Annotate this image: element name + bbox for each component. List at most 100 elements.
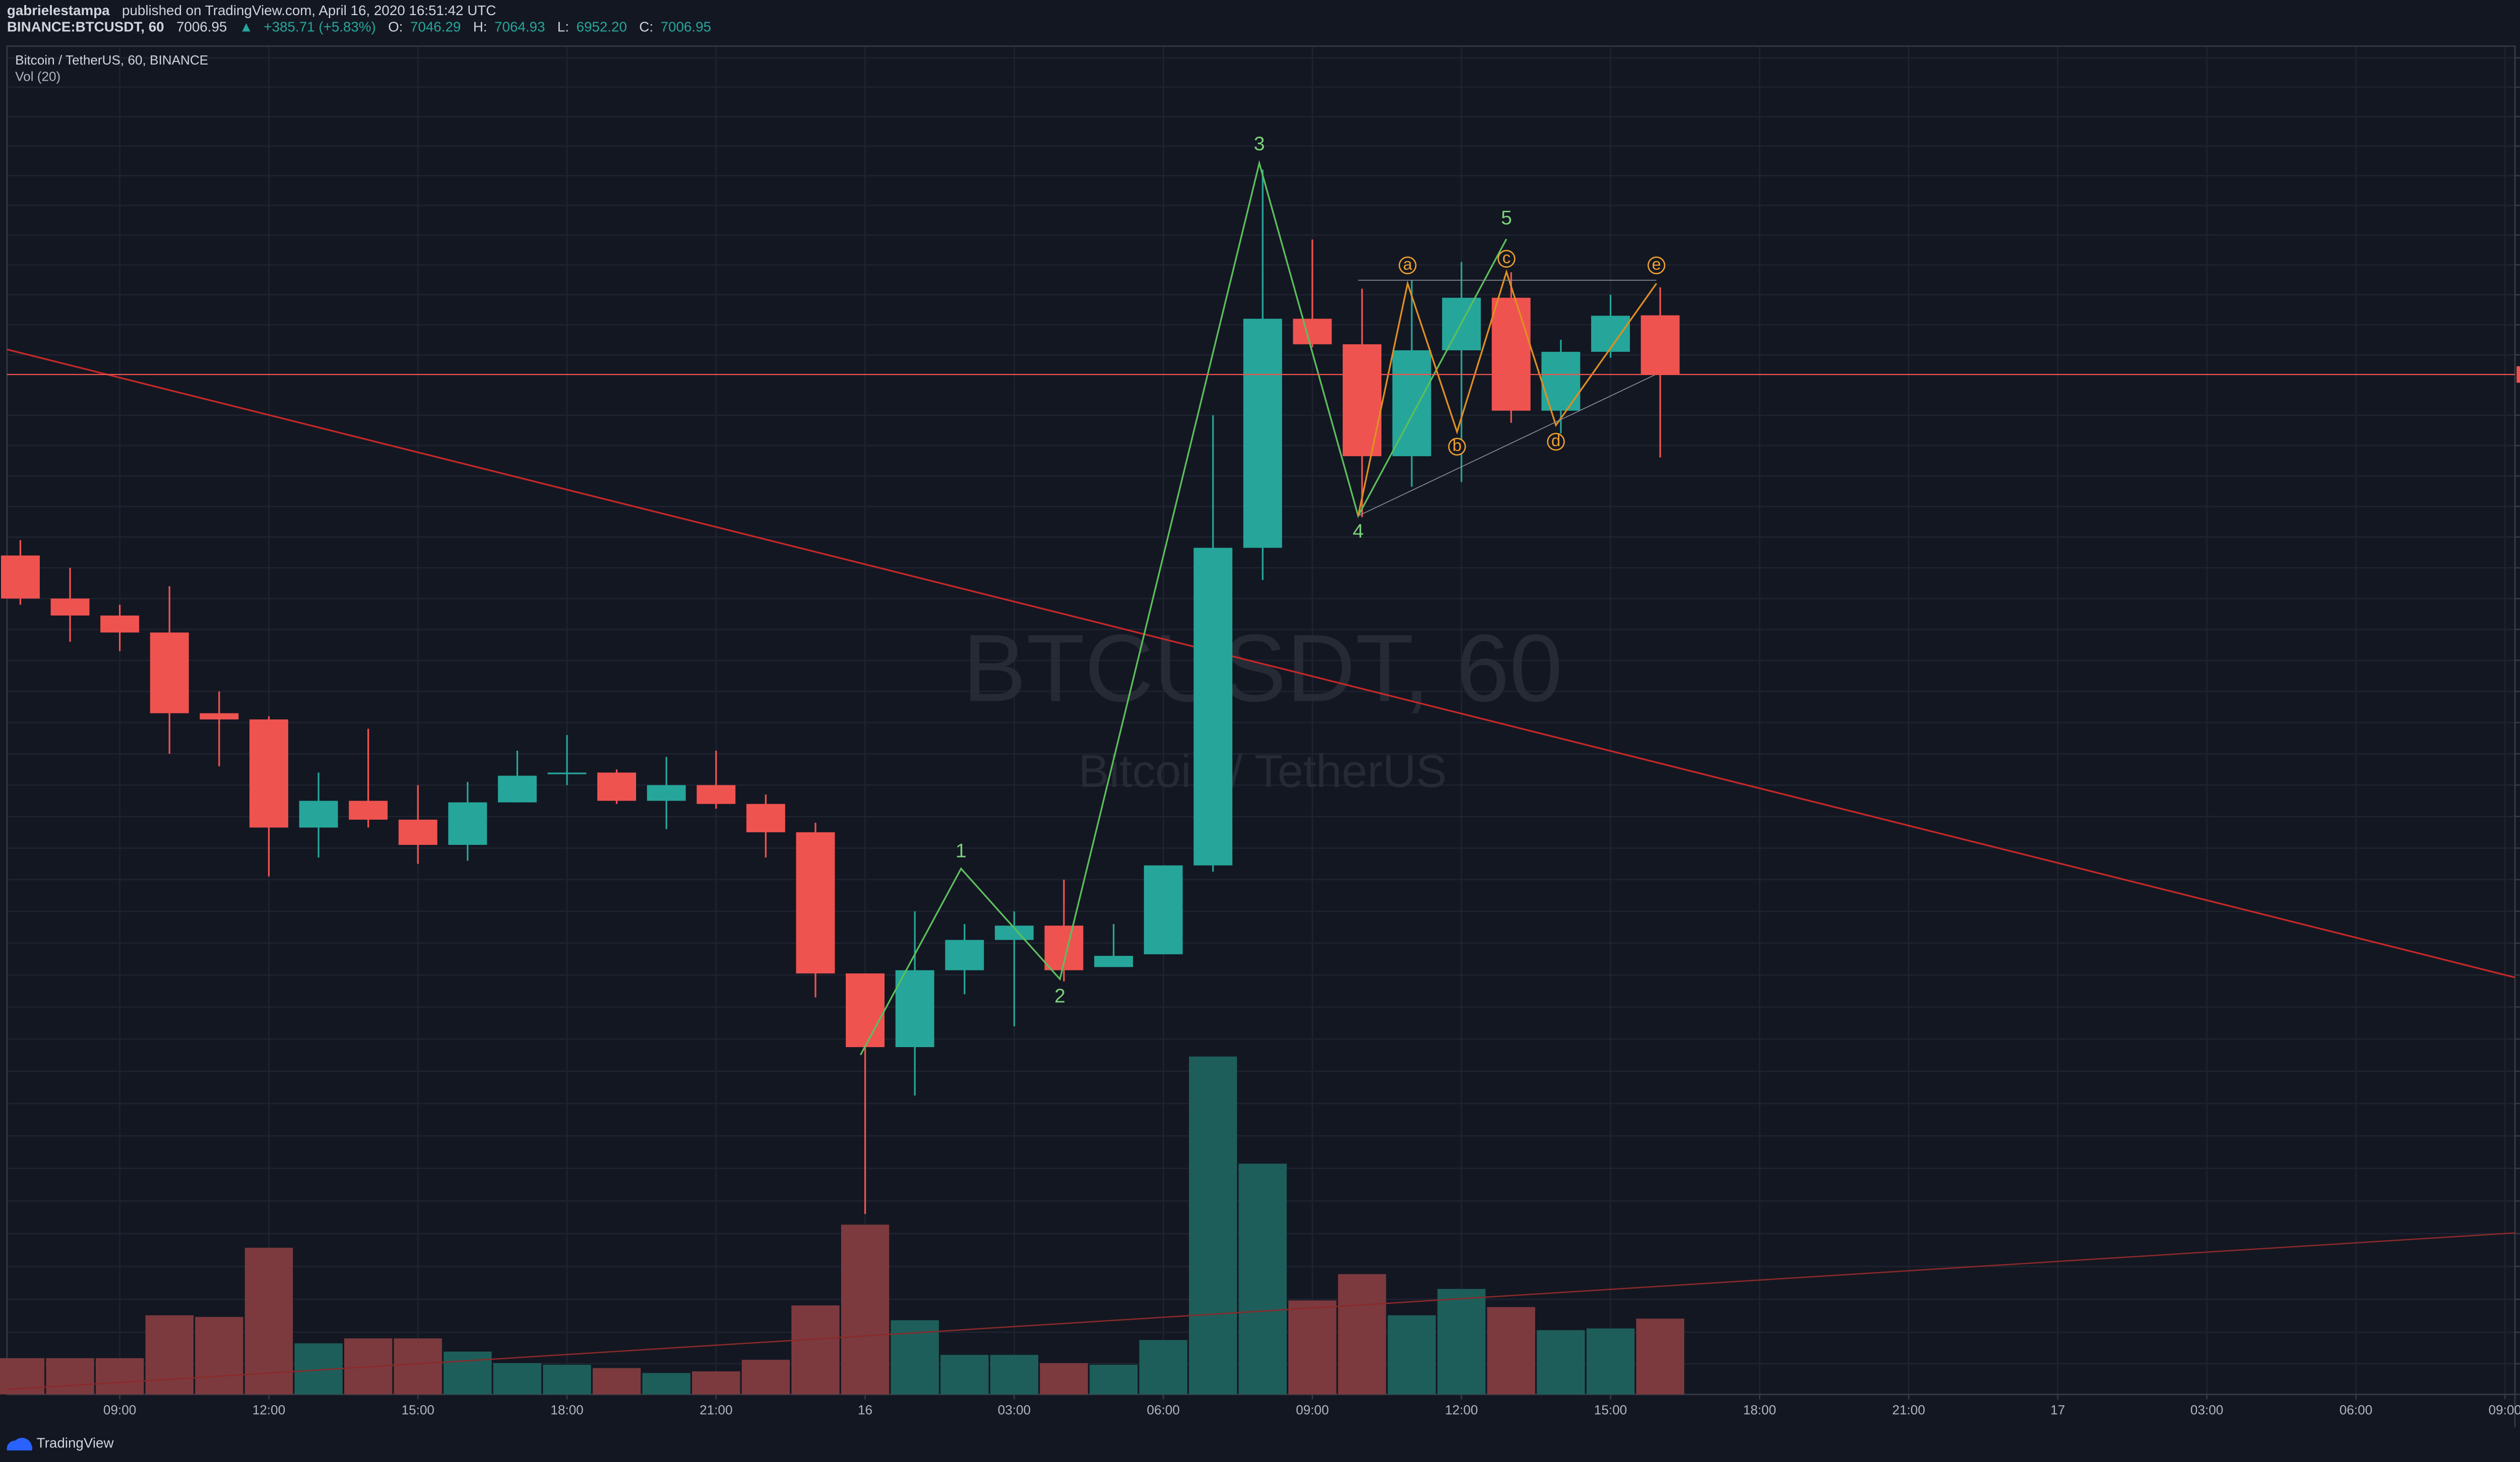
x-tick-label: 16 (858, 1403, 872, 1418)
candle-body (1641, 315, 1680, 375)
label-ring (1448, 438, 1466, 456)
volume-bar (1288, 1300, 1337, 1394)
candle-body (398, 819, 437, 845)
change: +385.71 (+5.83%) (264, 19, 375, 35)
volume-bar (1636, 1318, 1684, 1394)
candle-body (1243, 319, 1282, 548)
symbol: BINANCE:BTCUSDT, 60 (7, 19, 164, 35)
brand-logo (7, 1438, 33, 1451)
volume-bar (592, 1368, 641, 1394)
candle-body (1541, 351, 1581, 411)
watermark: BTCUSDT, 60 (963, 615, 1563, 722)
label-ring (1647, 256, 1666, 275)
footer-brand: TradingView (37, 1435, 114, 1450)
candle-body (497, 775, 537, 803)
volume-bar (1238, 1164, 1287, 1394)
o-value: 7046.29 (410, 19, 461, 35)
volume-bar (1388, 1315, 1436, 1394)
candle-body (1, 555, 40, 599)
x-tick-label: 18:00 (550, 1403, 583, 1418)
x-tick-label: 21:00 (700, 1403, 732, 1418)
h-value: 7064.93 (494, 19, 545, 35)
wave-label: 4 (1353, 520, 1364, 542)
candle-body (200, 713, 239, 720)
symbol-line: BINANCE:BTCUSDT, 60 7006.95 ▲ +385.71 (+… (7, 12, 711, 41)
x-tick-label: 03:00 (998, 1403, 1031, 1418)
volume-bar (543, 1365, 591, 1394)
candle-body (1144, 865, 1183, 954)
axes: 7220.007200.007180.007160.007140.007120.… (7, 57, 2520, 1418)
x-tick-label: 09:00 (2489, 1403, 2520, 1418)
x-tick-label: 09:00 (103, 1403, 136, 1418)
wave-label: 2 (1054, 985, 1065, 1007)
x-tick-label: 09:00 (1296, 1403, 1329, 1418)
candle-body (448, 802, 487, 845)
price-tag (2516, 366, 2520, 383)
wave-label: 1 (956, 840, 967, 862)
author: gabrielestampa (7, 3, 110, 18)
candle-body (1094, 956, 1133, 967)
volume-bar (940, 1355, 989, 1394)
volume-bar (444, 1351, 492, 1394)
candle-body (597, 772, 637, 801)
candle-body (945, 940, 984, 970)
h-label: H: (473, 19, 487, 35)
volume-bar (990, 1355, 1039, 1394)
x-tick-label: 15:00 (402, 1403, 434, 1418)
candle-body (697, 785, 736, 804)
candle-body (100, 615, 140, 633)
candle-body (647, 785, 686, 801)
sub-wave-markers (1399, 250, 1666, 456)
candle-body (150, 632, 189, 713)
candle-body (895, 970, 934, 1048)
sub-wave-label: e (1652, 255, 1661, 273)
volume-bar (195, 1317, 243, 1394)
volume-bar (1437, 1289, 1486, 1394)
candle-body (1591, 316, 1630, 352)
candles-layer (1, 169, 1680, 1214)
candle-body (846, 973, 885, 1048)
candle-body (1293, 319, 1332, 344)
x-tick-label: 12:00 (1445, 1403, 1478, 1418)
correction-wave (1357, 269, 1657, 516)
volume-bar (1586, 1328, 1635, 1394)
x-tick-label: 18:00 (1743, 1403, 1776, 1418)
candle-body (1491, 297, 1531, 411)
volume-bar (1189, 1056, 1237, 1394)
candle-body (1343, 344, 1381, 456)
volume-bar (1537, 1330, 1585, 1394)
x-tick-label: 15:00 (1594, 1403, 1627, 1418)
volume-bar (145, 1315, 194, 1394)
arrow: ▲ (239, 19, 254, 35)
logo-cloud (7, 1438, 33, 1451)
label-ring (1547, 433, 1565, 451)
volume-bar (841, 1225, 890, 1394)
x-tick-label: 06:00 (2340, 1403, 2372, 1418)
wave-label: 3 (1254, 133, 1265, 155)
c-label: C: (639, 19, 653, 35)
volume-bar (1089, 1365, 1138, 1394)
volume-bar (1338, 1274, 1387, 1394)
volume-bar (493, 1363, 542, 1394)
sub-wave-label: c (1502, 248, 1510, 267)
x-tick-label: 06:00 (1147, 1403, 1179, 1418)
chart-subtitle: Vol (20) (15, 69, 60, 84)
l-label: L: (557, 19, 569, 35)
o-label: O: (388, 19, 403, 35)
volume-bar (1040, 1363, 1088, 1394)
volume-bar (1139, 1340, 1187, 1394)
candle-body (796, 832, 835, 973)
candle-body (249, 719, 288, 828)
price: 7006.95 (176, 19, 227, 35)
impulse-wave (859, 160, 1507, 1056)
x-tick-label: 21:00 (1892, 1403, 1925, 1418)
sub-wave-label: b (1453, 436, 1462, 455)
volume-bar (1487, 1307, 1535, 1394)
candle-body (349, 801, 388, 820)
label-ring (1399, 256, 1417, 275)
candle-body (299, 801, 338, 828)
x-tick-label: 03:00 (2190, 1403, 2223, 1418)
wave-label: 5 (1501, 207, 1512, 229)
